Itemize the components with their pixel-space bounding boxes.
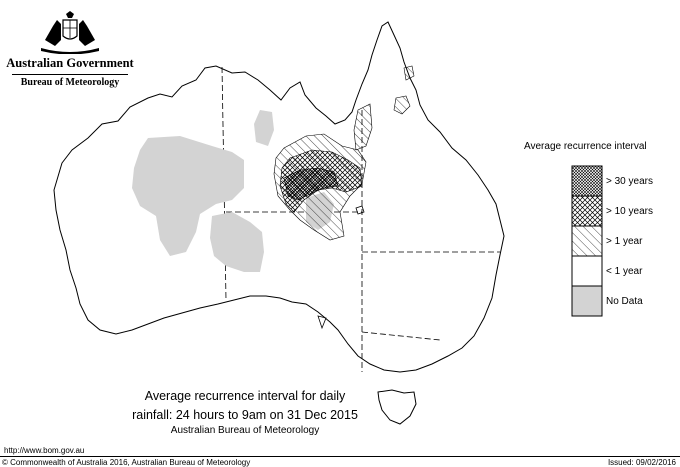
recurrence-over-30-years bbox=[283, 167, 339, 201]
government-name: Australian Government bbox=[6, 56, 134, 70]
no-data-regions bbox=[132, 110, 334, 272]
legend-label-less-1-year: < 1 year bbox=[606, 266, 643, 277]
caption-title-line2: rainfall: 24 hours to 9am on 31 Dec 2015 bbox=[132, 408, 358, 422]
coastal-islands bbox=[317, 205, 365, 330]
footer-issued-date: Issued: 09/02/2016 bbox=[607, 458, 676, 467]
footer-url-link[interactable]: http://www.bom.gov.au bbox=[4, 446, 85, 455]
legend-swatch-30-years bbox=[571, 165, 603, 197]
legend-swatch-1-year bbox=[571, 225, 603, 257]
caption-source: Australian Bureau of Meteorology bbox=[170, 425, 320, 436]
government-branding: Australian Government Bureau of Meteorol… bbox=[6, 10, 134, 88]
tasmania-outline bbox=[377, 389, 417, 425]
branding-divider bbox=[12, 74, 128, 75]
coat-of-arms-icon bbox=[41, 11, 99, 54]
footer-copyright: © Commonwealth of Australia 2016, Austra… bbox=[2, 458, 251, 467]
legend-label-30-years: > 30 years bbox=[606, 176, 653, 187]
legend-swatch-less-1-year bbox=[571, 255, 603, 287]
caption-title-line1: Average recurrence interval for daily bbox=[144, 389, 346, 403]
legend-label-no-data: No Data bbox=[606, 296, 643, 307]
map-caption: Average recurrence interval for daily ra… bbox=[100, 387, 390, 437]
footer-divider bbox=[0, 456, 680, 457]
legend-title: Average recurrence interval bbox=[524, 141, 647, 152]
legend-swatches bbox=[571, 165, 603, 317]
legend-swatch-no-data bbox=[571, 285, 603, 317]
legend-swatch-10-years bbox=[571, 195, 603, 227]
department-name: Bureau of Meteorology bbox=[20, 77, 120, 88]
legend-label-10-years: > 10 years bbox=[606, 206, 653, 217]
legend-label-1-year: > 1 year bbox=[606, 236, 643, 247]
